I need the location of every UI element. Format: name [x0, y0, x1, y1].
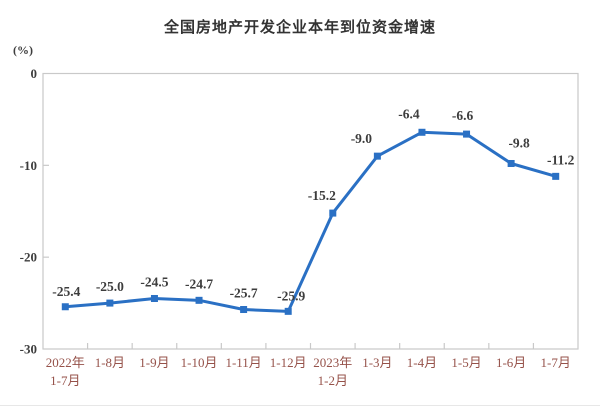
x-axis-tick-label: 1-4月	[407, 355, 437, 370]
data-point-marker	[284, 307, 292, 315]
data-point-marker	[329, 209, 337, 217]
data-point-label: -15.2	[308, 188, 336, 203]
x-axis-tick-label: 1-3月	[362, 355, 392, 370]
x-axis-tick-label: 1-12月	[270, 355, 307, 370]
data-point-marker	[106, 299, 114, 307]
data-point-marker	[507, 159, 515, 167]
data-line	[63, 130, 558, 313]
data-point-label: -11.2	[547, 152, 575, 167]
data-point-label: -9.8	[508, 135, 530, 150]
data-point-label: -9.0	[351, 131, 373, 146]
plot-area-border	[42, 72, 579, 350]
data-point-marker	[240, 306, 248, 314]
data-point-marker	[195, 296, 203, 304]
x-axis-tick-label: 1-5月	[451, 355, 481, 370]
x-axis-tick-label: 1-9月	[139, 355, 169, 370]
y-axis-tick-label: -10	[20, 158, 37, 173]
x-axis-tick-label: 1-8月	[95, 355, 125, 370]
data-point-label: -25.0	[96, 279, 124, 294]
data-point-marker	[373, 152, 381, 160]
y-axis-unit-label: (%)	[13, 43, 33, 57]
data-point-label: -24.7	[185, 276, 213, 291]
x-axis-tick-label: 2023年 1-2月	[313, 355, 352, 388]
data-point-marker	[61, 303, 69, 311]
data-point-marker	[552, 172, 560, 180]
x-axis-tick-label: 1-10月	[181, 355, 218, 370]
data-point-label: -24.5	[140, 274, 168, 289]
x-axis-tick-label: 1-6月	[496, 355, 526, 370]
data-point-label: -25.7	[230, 286, 258, 301]
y-axis-tick-label: -20	[20, 250, 37, 265]
data-point-marker	[418, 128, 426, 136]
data-point-label: -6.6	[452, 108, 474, 123]
data-point-marker	[463, 130, 471, 138]
y-axis-tick-label: 0	[31, 66, 38, 81]
y-axis-tick-label: -30	[20, 342, 37, 357]
bottom-separator-line	[0, 405, 600, 406]
data-point-label: -25.4	[52, 284, 80, 299]
data-point-marker	[150, 294, 158, 302]
data-point-label: -6.4	[398, 106, 420, 121]
chart-title: 全国房地产开发企业本年到位资金增速	[163, 19, 436, 36]
x-axis-tick-label: 2022年 1-7月	[46, 355, 85, 388]
x-axis-tick-label: 1-7月	[541, 355, 571, 370]
data-point-label: -25.9	[277, 288, 305, 303]
x-axis-tick-label: 1-11月	[225, 355, 261, 370]
